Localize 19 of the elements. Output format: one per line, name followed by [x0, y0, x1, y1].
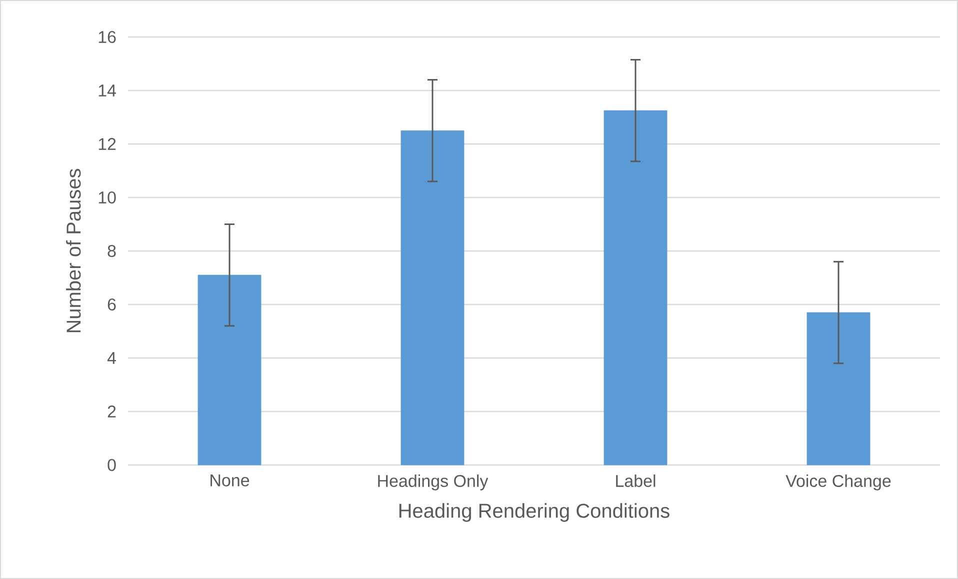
y-tick-label: 4 — [107, 352, 116, 364]
x-tick-label: Voice Change — [786, 474, 891, 490]
y-tick-label: 8 — [108, 244, 116, 258]
y-tick-label: 0 — [108, 458, 116, 472]
x-axis-title: Heading Rendering Conditions — [399, 503, 670, 522]
bar — [198, 274, 262, 466]
y-tick-label: 2 — [108, 406, 116, 418]
y-tick-label: 10 — [98, 191, 116, 204]
y-tick-label: 6 — [108, 298, 116, 311]
y-axis-title: Number of Pauses — [66, 168, 81, 332]
y-tick-label: 14 — [98, 84, 116, 96]
bar — [400, 130, 464, 466]
x-tick-label: None — [210, 474, 250, 486]
y-tick-label: 12 — [98, 138, 116, 150]
x-tick-label: Label — [616, 474, 656, 487]
x-tick-label: Headings Only — [378, 474, 488, 490]
bar — [806, 312, 870, 466]
bar — [604, 110, 668, 466]
y-tick-label: 16 — [98, 30, 116, 44]
